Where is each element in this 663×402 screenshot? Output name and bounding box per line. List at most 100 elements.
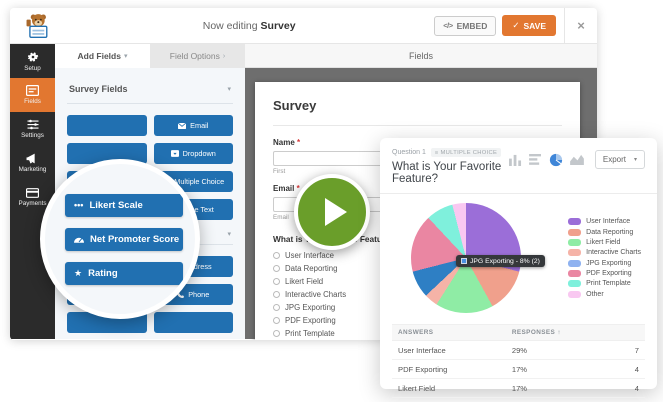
credit-card-icon xyxy=(26,187,39,198)
legend-swatch xyxy=(568,280,582,288)
topbar: Now editing Survey </> EMBED ✓ SAVE × xyxy=(10,8,597,44)
radio-button[interactable] xyxy=(273,330,280,337)
radio-button[interactable] xyxy=(273,265,280,272)
field-button-email[interactable]: Email xyxy=(153,115,233,136)
radio-button[interactable] xyxy=(273,304,280,311)
count-column-header xyxy=(607,324,645,341)
legend-item[interactable]: Data Reporting xyxy=(568,228,641,236)
radio-option-label: User Interface xyxy=(285,251,334,260)
tab-field-options[interactable]: Field Options › xyxy=(169,51,226,61)
preview-header: Fields xyxy=(245,44,597,68)
field-button-likert-scale[interactable]: ••• Likert Scale xyxy=(65,193,183,217)
embed-button[interactable]: </> EMBED xyxy=(434,15,497,36)
radio-option-label: Interactive Charts xyxy=(285,290,347,299)
horizontal-bar-chart-icon[interactable] xyxy=(528,154,542,165)
responses-column-header[interactable]: RESPONSES ↑ xyxy=(505,324,608,341)
legend-swatch xyxy=(568,228,582,236)
results-table-header: ANSWERS RESPONSES ↑ xyxy=(392,324,645,341)
field-button-hidden-1[interactable] xyxy=(67,115,147,136)
wpforms-bear-icon xyxy=(26,14,47,38)
table-row: Data Reporting 13% 3 xyxy=(392,397,645,402)
video-play-button[interactable] xyxy=(294,174,370,250)
legend-swatch xyxy=(568,218,582,226)
sidebar-item-setup[interactable]: Setup xyxy=(10,44,55,78)
panel-tabs: Add Fields ▾ Field Options › xyxy=(55,44,245,68)
radio-option-label: JPG Exporting xyxy=(285,303,336,312)
form-name: Survey xyxy=(260,19,296,32)
required-asterisk: * xyxy=(296,184,300,193)
question-type-badge: ≡ MULTIPLE CHOICE xyxy=(430,148,502,157)
field-button-rating[interactable]: ★ Rating xyxy=(65,261,183,285)
close-button[interactable]: × xyxy=(577,18,585,33)
sliders-icon xyxy=(27,119,38,130)
results-table: ANSWERS RESPONSES ↑ User Interface 29% 7… xyxy=(392,324,645,402)
form-preview-title: Survey xyxy=(273,98,562,126)
area-chart-icon[interactable] xyxy=(569,154,584,165)
radio-button[interactable] xyxy=(273,252,280,259)
field-button-hidden-2[interactable] xyxy=(67,143,147,164)
table-row: Likert Field 17% 4 xyxy=(392,378,645,398)
radio-button[interactable] xyxy=(273,317,280,324)
field-button-dropdown[interactable]: Dropdown xyxy=(153,143,233,164)
results-question-title: What is Your Favorite Feature? xyxy=(392,161,502,185)
first-name-sublabel: First xyxy=(273,168,286,175)
survey-results-card: Question 1 ≡ MULTIPLE CHOICE What is You… xyxy=(380,138,657,402)
radio-option-label: Likert Field xyxy=(285,277,324,286)
export-dropdown[interactable]: Export ▾ xyxy=(594,150,645,169)
legend-item[interactable]: Print Template xyxy=(568,280,641,288)
sidebar-item-settings[interactable]: Settings xyxy=(10,112,55,146)
radio-button[interactable] xyxy=(273,278,280,285)
magnifier-circle: ••• Likert Scale Net Promoter Score ★ Ra… xyxy=(40,159,200,319)
envelope-icon xyxy=(178,122,187,129)
tooltip-color-square xyxy=(461,258,467,264)
radio-button[interactable] xyxy=(273,291,280,298)
tab-add-fields[interactable]: Add Fields ▾ xyxy=(55,44,150,68)
results-divider xyxy=(380,193,657,194)
megaphone-icon xyxy=(26,153,35,164)
legend-swatch xyxy=(568,259,582,267)
star-icon: ★ xyxy=(74,267,83,278)
pie-chart-block: User Interface Data Reporting Likert Fie… xyxy=(392,198,645,318)
sidebar-item-marketing[interactable]: Marketing xyxy=(10,146,55,180)
legend-item[interactable]: Other xyxy=(568,290,641,298)
field-button-net-promoter-score[interactable]: Net Promoter Score xyxy=(65,227,183,251)
dropdown-icon xyxy=(170,150,179,157)
legend-swatch xyxy=(568,249,582,257)
required-asterisk: * xyxy=(297,138,301,147)
likert-dots-icon: ••• xyxy=(74,200,84,210)
legend-item[interactable]: PDF Exporting xyxy=(568,270,641,278)
radio-option-label: Print Template xyxy=(285,329,335,338)
embed-code-icon: </> xyxy=(443,21,453,30)
chevron-down-icon: ▾ xyxy=(227,86,231,93)
legend-item[interactable]: JPG Exporting xyxy=(568,259,641,267)
bar-chart-icon[interactable] xyxy=(508,154,522,166)
chevron-down-icon: ▾ xyxy=(227,231,231,238)
save-button[interactable]: ✓ SAVE xyxy=(502,15,556,36)
now-editing-title: Now editing Survey xyxy=(202,19,296,32)
survey-fields-section-header[interactable]: Survey Fields ▾ xyxy=(67,78,233,104)
pie-tooltip: JPG Exporting - 8% (2) xyxy=(456,255,545,267)
check-icon: ✓ xyxy=(512,20,520,30)
pie-chart-icon[interactable] xyxy=(549,152,563,167)
chart-legend: User Interface Data Reporting Likert Fie… xyxy=(568,218,641,298)
sidebar-item-fields[interactable]: Fields xyxy=(10,78,55,112)
legend-swatch xyxy=(568,270,582,278)
favorite-feature-options: User Interface Data Reporting Likert Fie… xyxy=(273,251,562,340)
field-button-hidden-7[interactable] xyxy=(153,312,233,333)
wpforms-logo xyxy=(10,12,64,39)
email-sublabel: Email xyxy=(273,214,289,221)
table-row: User Interface 29% 7 xyxy=(392,340,645,360)
gauge-icon xyxy=(74,237,84,243)
table-row: PDF Exporting 17% 4 xyxy=(392,359,645,379)
legend-swatch xyxy=(568,238,582,246)
legend-item[interactable]: User Interface xyxy=(568,218,641,226)
topbar-separator xyxy=(564,8,565,44)
legend-item[interactable]: Likert Field xyxy=(568,238,641,246)
name-field-label: Name * xyxy=(273,138,301,147)
chevron-down-icon: ▾ xyxy=(123,53,128,60)
legend-item[interactable]: Interactive Charts xyxy=(568,249,641,257)
legend-swatch xyxy=(568,290,582,298)
sidebar-item-payments[interactable]: Payments xyxy=(10,180,55,214)
radio-option-label: PDF Exporting xyxy=(285,316,336,325)
